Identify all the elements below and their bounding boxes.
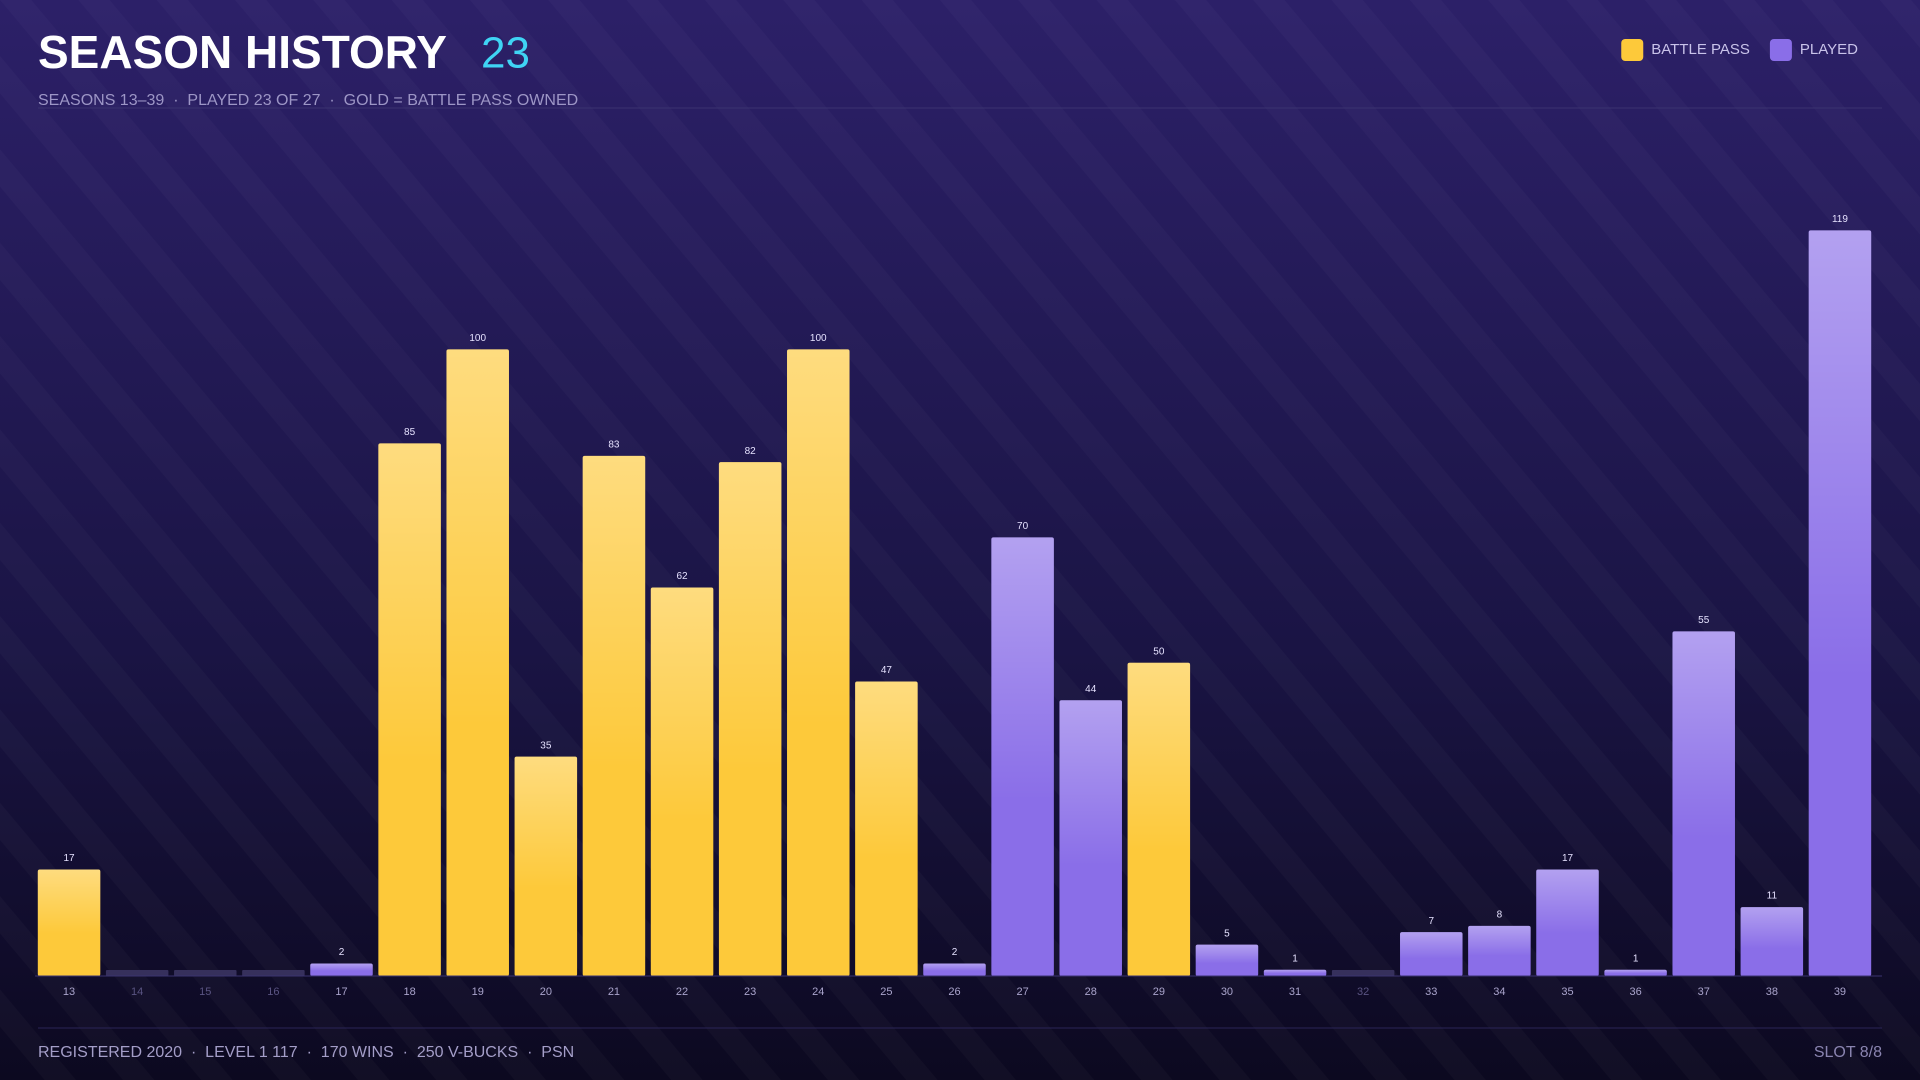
- value-label: 17: [1562, 853, 1574, 864]
- bar-highlight: [650, 587, 714, 821]
- bar-highlight: [718, 462, 782, 771]
- bar-highlight: [446, 349, 509, 726]
- value-label: 44: [1085, 684, 1097, 695]
- x-tick-label: 24: [812, 986, 824, 998]
- x-tick-label: 29: [1153, 986, 1165, 998]
- value-label: 8: [1497, 910, 1503, 921]
- title-count: 23: [481, 29, 530, 78]
- x-tick-label: 21: [608, 986, 620, 998]
- x-tick-label: 15: [199, 986, 211, 998]
- value-label: 2: [952, 947, 958, 958]
- x-tick-label: 37: [1698, 986, 1710, 998]
- x-tick-label: 35: [1561, 986, 1573, 998]
- x-tick-label: 16: [267, 986, 279, 998]
- title: SEASON HISTORY: [38, 26, 447, 78]
- bar-highlight: [378, 443, 441, 763]
- x-tick-label: 13: [63, 986, 75, 998]
- value-label: 35: [540, 740, 552, 751]
- x-tick-label: 14: [131, 986, 143, 998]
- value-label: 100: [810, 333, 827, 344]
- value-label: 2: [339, 947, 345, 958]
- value-label: 55: [1698, 615, 1710, 626]
- value-label: 100: [469, 333, 486, 344]
- x-tick-label: 23: [744, 986, 756, 998]
- bar-highlight: [855, 681, 918, 859]
- legend: PLAYED BATTLE PASS: [1621, 39, 1858, 61]
- value-label: 82: [745, 446, 757, 457]
- x-tick-label: 17: [335, 986, 347, 998]
- bar-highlight: [1400, 932, 1463, 959]
- value-label: 83: [608, 440, 620, 451]
- value-label: 119: [1832, 214, 1848, 225]
- legend-label: BATTLE PASS: [1651, 41, 1750, 58]
- value-label: 50: [1153, 646, 1165, 657]
- x-tick-label: 19: [472, 986, 484, 998]
- bar-highlight: [37, 869, 101, 934]
- x-tick-label: 39: [1834, 986, 1846, 998]
- bar-highlight: [1468, 925, 1531, 956]
- x-tick-label: 30: [1221, 986, 1233, 998]
- bar-highlight: [1808, 230, 1872, 678]
- empty-slot: [105, 970, 169, 976]
- value-label: 62: [676, 571, 688, 582]
- empty-slot: [174, 970, 237, 976]
- x-tick-label: 32: [1357, 986, 1369, 998]
- x-tick-label: 26: [948, 986, 960, 998]
- bar-highlight: [787, 349, 850, 726]
- x-tick-label: 22: [676, 986, 688, 998]
- value-label: 11: [1767, 891, 1778, 902]
- x-tick-label: 18: [403, 986, 415, 998]
- value-label: 70: [1017, 521, 1029, 532]
- bar-highlight: [582, 455, 646, 768]
- x-tick-label: 31: [1289, 986, 1301, 998]
- value-label: 17: [63, 853, 75, 864]
- legend-swatch: [1621, 39, 1644, 61]
- footer-slot: SLOT 8/8: [1814, 1044, 1882, 1061]
- bar-highlight: [991, 537, 1054, 801]
- x-tick-label: 34: [1493, 986, 1505, 998]
- value-label: 1: [1633, 953, 1639, 964]
- empty-slot: [242, 970, 305, 976]
- bar-highlight: [1604, 969, 1667, 974]
- bar-highlight: [310, 963, 373, 971]
- empty-slot: [1331, 970, 1395, 976]
- bar-highlight: [1127, 662, 1191, 851]
- bar-highlight: [514, 756, 578, 889]
- value-label: 7: [1428, 916, 1434, 927]
- subtitle: SEASONS 13–39 · PLAYED 23 OF 27 · GOLD =…: [38, 92, 578, 109]
- x-tick-label: 20: [540, 986, 552, 998]
- x-tick-label: 28: [1085, 986, 1097, 998]
- bar-highlight: [1059, 700, 1122, 866]
- value-label: 85: [404, 427, 416, 438]
- bar-highlight: [1263, 969, 1327, 974]
- legend-swatch: [1769, 39, 1792, 61]
- value-label: 5: [1224, 928, 1230, 939]
- legend-label: PLAYED: [1800, 41, 1858, 58]
- x-tick-label: 33: [1425, 986, 1437, 998]
- bar-highlight: [1536, 869, 1599, 934]
- bar-highlight: [1740, 907, 1804, 949]
- x-tick-label: 36: [1629, 986, 1641, 998]
- footer-stats: REGISTERED 2020 · LEVEL 1 117 · 170 WINS…: [38, 1044, 574, 1061]
- bar-highlight: [1672, 631, 1735, 839]
- value-label: 47: [881, 665, 893, 676]
- x-tick-label: 27: [1016, 986, 1028, 998]
- x-tick-label: 38: [1766, 986, 1778, 998]
- value-label: 1: [1292, 953, 1298, 964]
- bar-highlight: [923, 963, 986, 971]
- x-tick-label: 25: [880, 986, 892, 998]
- bar-highlight: [1195, 944, 1259, 964]
